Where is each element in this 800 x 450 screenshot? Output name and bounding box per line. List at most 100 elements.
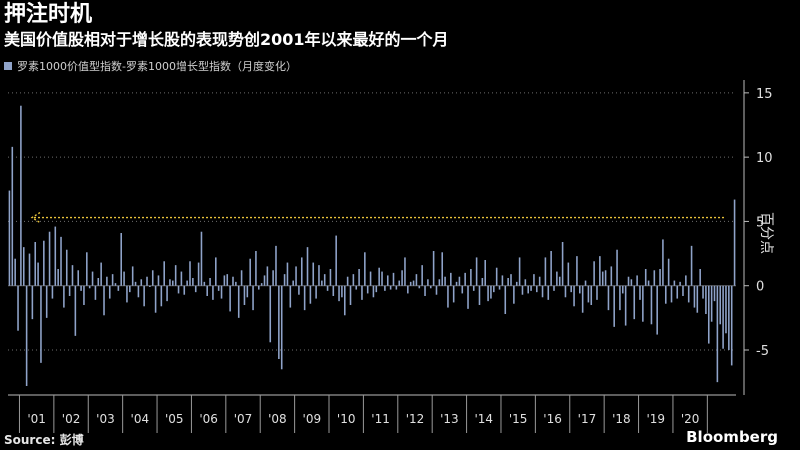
bar [63,285,65,308]
bar [226,274,229,286]
x-tick-label: '02 [62,412,81,426]
bar [83,285,85,305]
bar [429,285,432,289]
bar [728,285,730,350]
bar [550,251,552,286]
bar [699,269,701,286]
bar [20,105,22,286]
bar [71,265,74,286]
bar [114,283,117,286]
bar [309,285,312,304]
bar [621,285,624,294]
bar [487,285,489,302]
x-tick-label: '08 [268,412,287,426]
bar [395,285,398,290]
bar [670,285,673,303]
bar [255,251,257,286]
bar [452,285,455,303]
bar [644,269,647,286]
bar [94,285,97,300]
bar [441,252,444,286]
x-tick-label: '09 [303,412,322,426]
bar [461,285,464,294]
bar [17,285,19,331]
bar [140,279,143,286]
bar [74,285,77,336]
bar [209,278,211,286]
bar [174,265,177,286]
bar [65,249,68,286]
bar [725,285,727,334]
bar [733,199,736,286]
bar [507,278,509,286]
bar [570,285,572,293]
bar [48,231,51,286]
bar [596,285,598,300]
x-tick-label: '18 [612,412,631,426]
bar [412,280,415,286]
bar [263,275,266,286]
bar [117,285,120,291]
bar [687,285,690,303]
bar [558,276,561,286]
bar [504,285,507,314]
x-tick-label: '12 [406,412,425,426]
bloomberg-logo: Bloomberg [686,428,778,446]
x-tick-label: '17 [578,412,597,426]
bar [54,226,57,286]
y-tick-label: 15 [756,87,773,102]
bar [240,270,243,286]
bar [587,285,590,303]
bar [484,260,487,286]
y-unit-group: 百分点 [758,212,774,254]
bar [409,281,412,286]
bar [88,285,91,289]
bar [329,269,332,286]
bar [166,285,168,302]
bar [154,285,157,313]
bar [217,285,220,291]
bar [369,271,372,286]
bar [627,276,630,286]
bar [527,285,529,294]
bar [418,285,421,289]
x-tick-label: '01 [27,412,46,426]
bar [682,285,684,296]
bar [510,274,512,286]
legend-swatch [4,62,12,70]
bar [243,285,246,305]
bar [60,236,62,286]
bar [232,276,234,286]
bar [355,285,358,290]
bar [659,269,661,286]
x-tick-label: '19 [646,412,665,426]
bar [249,258,251,286]
bar [607,285,610,311]
bar [501,275,504,286]
bar [194,285,197,293]
bar [472,285,475,291]
bar [447,285,449,308]
bar [131,266,134,286]
bar [667,258,670,286]
bar [278,285,280,359]
bar [579,285,581,294]
y-axis-unit: 百分点 [758,212,774,254]
bar [415,274,418,286]
bar [513,285,515,304]
bar [298,285,300,295]
y-tick-label: 10 [756,151,773,166]
bar [378,267,380,286]
bar [593,261,595,286]
x-tick-label: '10 [337,412,356,426]
bar [321,280,323,286]
bar [272,270,274,286]
bar [389,285,392,290]
bar [157,275,160,286]
bar [266,266,269,286]
bar [475,257,478,286]
bar [212,285,214,300]
bar [495,267,498,286]
bar [146,276,148,286]
bar [306,247,309,286]
